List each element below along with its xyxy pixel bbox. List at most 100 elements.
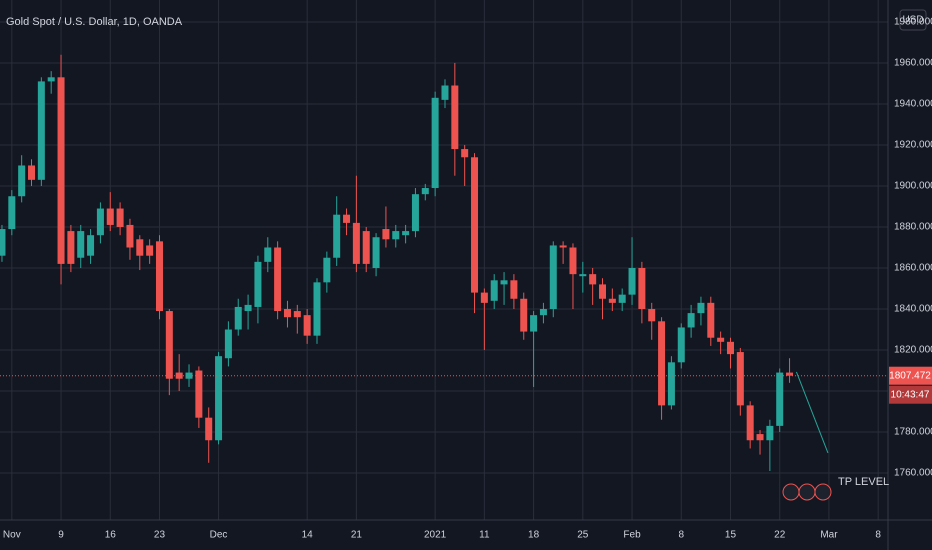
candle-body <box>175 372 183 379</box>
candle-body <box>411 194 419 232</box>
last-price-tag <box>889 366 932 385</box>
candle-body <box>274 247 282 312</box>
candle-body <box>726 341 734 355</box>
candle-body <box>165 311 173 379</box>
y-tick-label: 1820.000 <box>894 345 932 356</box>
candle-body <box>608 298 616 303</box>
candle-body <box>146 245 154 256</box>
candle-body <box>313 282 321 336</box>
candle-body <box>343 214 351 223</box>
candle-body <box>658 321 666 406</box>
candle-body <box>0 229 6 256</box>
x-tick-label: Nov <box>3 530 21 541</box>
candle-body <box>589 274 597 285</box>
candle-body <box>736 352 744 406</box>
x-tick-label: Feb <box>623 530 641 541</box>
candles <box>0 54 794 471</box>
candle-body <box>717 337 725 342</box>
candle-body <box>677 327 685 363</box>
last-price-label: 1807.472 <box>889 370 931 381</box>
countdown-tag <box>889 385 932 404</box>
candle-body <box>126 224 134 248</box>
candle-body <box>136 239 144 256</box>
candle-body <box>451 85 459 150</box>
candle-body <box>707 302 715 338</box>
x-tick-label: 8 <box>678 530 684 541</box>
x-tick-label: 25 <box>577 530 589 541</box>
candle-body <box>352 222 360 264</box>
candle-body <box>786 372 794 376</box>
candle-body <box>47 77 55 82</box>
candle-body <box>559 245 567 248</box>
x-tick-label: 21 <box>351 530 363 541</box>
candle-body <box>362 231 370 264</box>
candle-body <box>490 280 498 301</box>
candle-body <box>766 425 774 441</box>
x-tick-label: 23 <box>154 530 166 541</box>
candle-body <box>215 356 223 441</box>
candle-body <box>116 208 124 227</box>
indicator-icons[interactable] <box>782 483 832 501</box>
candle-body <box>18 165 26 197</box>
y-tick-label: 1940.000 <box>894 99 932 110</box>
candle-body <box>569 247 577 275</box>
candle-body <box>746 405 754 441</box>
candle-body <box>37 81 45 180</box>
candle-body <box>264 247 272 262</box>
candle-body <box>471 157 479 293</box>
x-tick-label: 22 <box>774 530 786 541</box>
x-tick-label: 16 <box>105 530 117 541</box>
y-tick-label: 1900.000 <box>894 181 932 192</box>
candle-body <box>8 196 16 230</box>
candle-body <box>461 149 469 158</box>
currency[interactable]: USD <box>902 15 923 26</box>
trend-line <box>795 371 829 454</box>
candle-body <box>67 231 75 264</box>
y-tick-label: 1960.000 <box>894 58 932 69</box>
candle-body <box>106 208 114 225</box>
candle-body <box>155 241 163 312</box>
candle-body <box>638 267 646 310</box>
chart-title: Gold Spot / U.S. Dollar, 1D, OANDA <box>6 16 183 28</box>
countdown-label: 10:43:47 <box>891 389 930 400</box>
candle-body <box>244 304 252 312</box>
candle-body <box>303 315 311 336</box>
icon[interactable] <box>814 483 832 501</box>
y-tick-label: 1860.000 <box>894 263 932 274</box>
candle-body <box>293 311 301 318</box>
currency-button[interactable] <box>899 9 927 31</box>
icon[interactable] <box>782 483 800 501</box>
candle-body <box>205 417 213 441</box>
candle-body <box>402 231 410 236</box>
candle-body <box>549 245 557 310</box>
candle-body <box>539 309 547 316</box>
x-tick-label: 9 <box>58 530 64 541</box>
y-tick-label: 1760.000 <box>894 468 932 479</box>
candle-body <box>648 309 656 322</box>
annotation: TP LEVEL <box>838 476 889 488</box>
candle-body <box>510 280 518 299</box>
candle-body <box>392 231 400 240</box>
candle-body <box>441 85 449 100</box>
candle-body <box>382 229 390 240</box>
y-tick-label: 1920.000 <box>894 140 932 151</box>
candle-body <box>776 372 784 426</box>
x-tick-label: 14 <box>302 530 314 541</box>
candle-body <box>599 284 607 299</box>
icon[interactable] <box>798 483 816 501</box>
x-tick-label: 18 <box>528 530 540 541</box>
candle-body <box>195 370 203 418</box>
candle-body <box>333 214 341 258</box>
x-tick-label: Mar <box>820 530 838 541</box>
candle-body <box>628 267 636 295</box>
candle-body <box>520 298 528 332</box>
y-tick-label: 1880.000 <box>894 222 932 233</box>
candle-body <box>756 434 764 441</box>
y-tick-label: 1980.000 <box>894 17 932 28</box>
candle-body <box>96 208 104 236</box>
candle-body <box>87 235 95 256</box>
candle-body <box>57 77 65 264</box>
candle-body <box>234 306 242 330</box>
y-tick-label: 1780.000 <box>894 427 932 438</box>
